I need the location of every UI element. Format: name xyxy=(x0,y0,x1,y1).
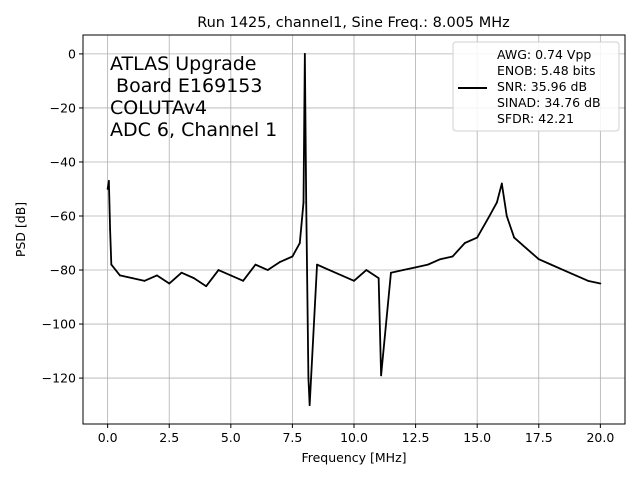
chart-title: Run 1425, channel1, Sine Freq.: 8.005 MH… xyxy=(197,15,510,31)
legend-entry: SFDR: 42.21 xyxy=(497,111,574,126)
data-point xyxy=(599,282,602,285)
x-tick-label: 15.0 xyxy=(463,430,491,445)
data-point xyxy=(316,263,318,266)
data-point xyxy=(302,201,305,204)
legend: AWG: 0.74 Vpp ENOB: 5.48 bits SNR: 35.96… xyxy=(452,41,620,132)
data-point xyxy=(340,274,343,277)
data-point xyxy=(266,269,269,271)
data-point xyxy=(143,279,146,282)
data-point xyxy=(476,236,479,239)
legend-entry: SINAD: 34.76 dB xyxy=(497,95,601,110)
data-point xyxy=(380,374,382,377)
x-axis-ticks: 0.0 2.5 5.0 7.5 10.0 12.5 15.0 17.5 20.0 xyxy=(98,424,614,445)
data-point xyxy=(505,215,508,217)
data-point xyxy=(242,279,245,282)
data-point xyxy=(525,247,528,250)
data-point xyxy=(451,255,454,258)
data-point xyxy=(119,274,121,277)
series-layer xyxy=(106,53,602,406)
data-point xyxy=(279,261,281,263)
y-tick-label: −20 xyxy=(50,100,76,115)
data-point xyxy=(305,201,308,204)
data-point xyxy=(229,274,232,277)
y-tick-label: −120 xyxy=(42,371,76,386)
data-point xyxy=(109,228,111,231)
y-tick-label: −40 xyxy=(50,154,76,169)
data-point xyxy=(427,263,429,266)
data-point xyxy=(562,269,565,271)
data-point xyxy=(488,215,491,217)
data-point xyxy=(365,269,368,271)
data-point xyxy=(390,271,392,274)
data-point xyxy=(377,277,380,280)
x-axis-label: Frequency [MHz] xyxy=(301,450,406,465)
data-point xyxy=(550,263,552,266)
x-tick-label: 20.0 xyxy=(586,430,614,445)
data-point xyxy=(574,274,577,277)
y-tick-label: −100 xyxy=(42,317,76,332)
series-line xyxy=(106,53,601,406)
y-axis-label: PSD [dB] xyxy=(13,202,28,257)
data-point xyxy=(439,258,442,261)
annotation-line: COLUTAv4 xyxy=(110,97,207,119)
data-point xyxy=(192,277,195,280)
legend-box xyxy=(452,41,620,132)
data-point xyxy=(298,242,301,244)
data-point xyxy=(402,269,405,271)
legend-entry: SNR: 35.96 dB xyxy=(497,79,587,94)
data-point xyxy=(217,269,220,271)
data-point xyxy=(495,201,498,204)
legend-entry: ENOB: 5.48 bits xyxy=(497,63,595,78)
data-point xyxy=(463,242,466,244)
annotation-line: Board E169153 xyxy=(110,75,262,97)
data-point xyxy=(500,182,503,185)
data-point xyxy=(107,179,110,182)
data-point xyxy=(180,271,183,274)
x-tick-label: 0.0 xyxy=(98,430,118,445)
data-point xyxy=(307,377,310,379)
y-tick-label: 0 xyxy=(68,46,76,61)
legend-entry: AWG: 0.74 Vpp xyxy=(497,47,591,62)
x-tick-label: 2.5 xyxy=(159,430,179,445)
annotation-line: ADC 6, Channel 1 xyxy=(110,119,277,141)
annotation-line: ATLAS Upgrade xyxy=(110,53,256,75)
data-point xyxy=(587,279,589,282)
x-tick-label: 10.0 xyxy=(340,430,368,445)
x-tick-label: 5.0 xyxy=(221,430,241,445)
data-point xyxy=(537,258,540,261)
data-point xyxy=(353,279,355,282)
data-point xyxy=(303,53,306,55)
data-point xyxy=(156,274,158,277)
data-point xyxy=(106,188,109,190)
y-tick-label: −80 xyxy=(50,263,76,278)
data-point xyxy=(308,404,311,406)
y-axis-ticks: 0 −20 −40 −60 −80 −100 −120 xyxy=(42,46,83,386)
data-point xyxy=(205,285,208,288)
data-point xyxy=(414,266,417,269)
data-point xyxy=(168,282,171,285)
x-tick-label: 12.5 xyxy=(402,430,430,445)
data-point xyxy=(328,269,331,271)
data-point xyxy=(110,263,113,266)
y-tick-label: −60 xyxy=(50,208,76,223)
x-tick-label: 17.5 xyxy=(525,430,553,445)
x-tick-label: 7.5 xyxy=(282,430,302,445)
annotation-block: ATLAS Upgrade Board E169153 COLUTAv4 ADC… xyxy=(110,53,277,141)
data-point xyxy=(131,277,134,280)
data-point xyxy=(291,255,294,258)
data-point xyxy=(513,236,516,239)
data-point xyxy=(254,263,257,266)
